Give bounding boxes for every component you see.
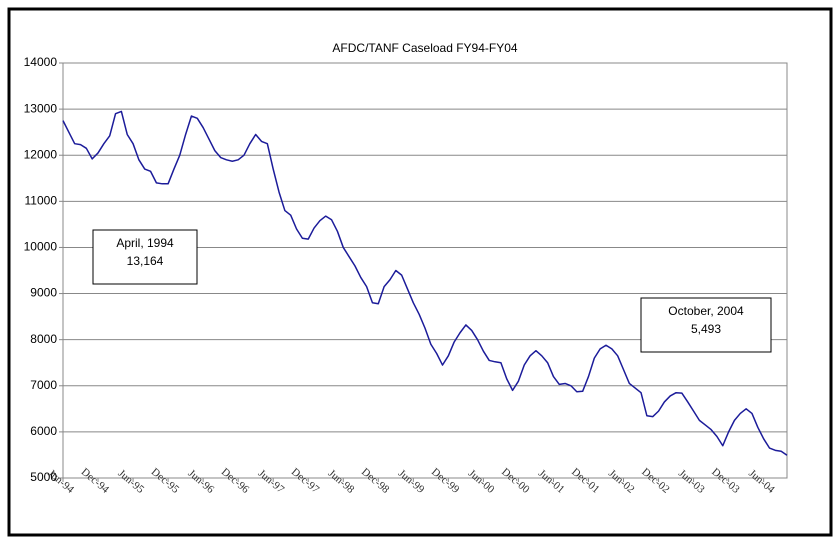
y-tick-label: 9000	[30, 286, 57, 300]
y-tick-label: 8000	[30, 332, 57, 346]
y-tick-label: 11000	[25, 194, 58, 208]
annotation: 5,493	[691, 322, 721, 336]
annotation-box	[92, 229, 198, 285]
y-tick-label: 7000	[30, 378, 57, 392]
y-tick-label: 14000	[24, 55, 58, 69]
y-tick-label: 13000	[24, 101, 58, 115]
chart-title: AFDC/TANF Caseload FY94-FY04	[332, 41, 517, 55]
annotation: 13,164	[127, 254, 164, 268]
line	[62, 110, 788, 456]
y-tick-label: 5000	[30, 470, 57, 484]
annotation-box	[640, 297, 772, 353]
y-tick-label: 12000	[24, 147, 58, 161]
annotation: April, 1994	[116, 236, 174, 250]
frame	[7, 7, 833, 537]
annotation: October, 2004	[668, 304, 744, 318]
marks	[62, 110, 788, 456]
y-tick-label: 6000	[30, 424, 57, 438]
plot-area	[62, 62, 788, 479]
y-tick-label: 10000	[24, 240, 58, 254]
